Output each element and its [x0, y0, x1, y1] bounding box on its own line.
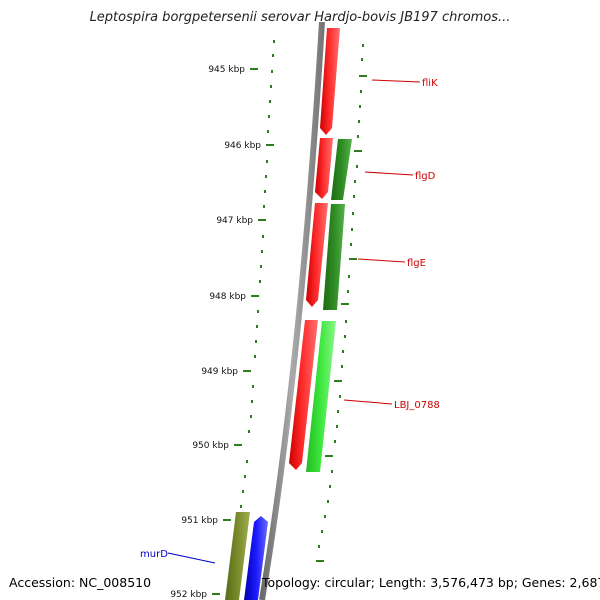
kbp-ticks: 945 kbp 946 kbp 947 kbp 948 kbp 949 kbp 950 k…	[170, 65, 274, 600]
inner-dot-track	[231, 40, 275, 568]
gene-flge[interactable]	[323, 204, 345, 310]
label-flgd[interactable]: flgD	[415, 171, 436, 182]
gene-red-4[interactable]	[289, 320, 318, 470]
tick-label: 945 kbp	[208, 65, 245, 75]
tick-mark	[243, 370, 251, 372]
gene-flgd[interactable]	[331, 139, 352, 200]
tick-mark	[223, 519, 231, 521]
tick-mark	[212, 593, 220, 595]
outer-dash-track	[316, 75, 367, 562]
tick-label: 951 kbp	[181, 516, 218, 526]
gene-flik[interactable]	[320, 28, 340, 135]
tick-mark	[250, 68, 258, 70]
label-flik[interactable]: fliK	[422, 78, 438, 89]
tick-label: 946 kbp	[224, 141, 261, 151]
tick-label: 950 kbp	[192, 441, 229, 451]
chromosome-backbone	[259, 21, 325, 600]
gene-features	[225, 28, 352, 600]
accession-text: Accession: NC_008510	[9, 575, 152, 590]
tick-label: 952 kbp	[170, 590, 207, 600]
tick-label: 947 kbp	[216, 216, 253, 226]
tick-label: 949 kbp	[201, 367, 238, 377]
gene-red-2[interactable]	[315, 138, 333, 199]
gene-lbj0788[interactable]	[306, 321, 336, 472]
tick-mark	[266, 144, 274, 146]
gene-murd[interactable]	[244, 516, 268, 600]
gene-red-3[interactable]	[306, 203, 328, 307]
gene-olive[interactable]	[225, 512, 250, 600]
label-flge[interactable]: flgE	[407, 258, 426, 269]
genome-stats: Topology: circular; Length: 3,576,473 bp…	[262, 575, 600, 590]
label-lbj0788[interactable]: LBJ_0788	[394, 400, 440, 411]
outer-dot-track	[318, 44, 364, 548]
map-title: Leptospira borgpetersenii serovar Hardjo…	[89, 10, 511, 25]
tick-mark	[258, 219, 266, 221]
tick-mark	[251, 295, 259, 297]
label-murd[interactable]: murD	[140, 549, 168, 560]
gene-labels: fliK flgD flgE LBJ_0788 murD	[140, 78, 440, 560]
label-lines	[167, 79, 421, 564]
tick-mark	[234, 444, 242, 446]
tick-label: 948 kbp	[209, 292, 246, 302]
